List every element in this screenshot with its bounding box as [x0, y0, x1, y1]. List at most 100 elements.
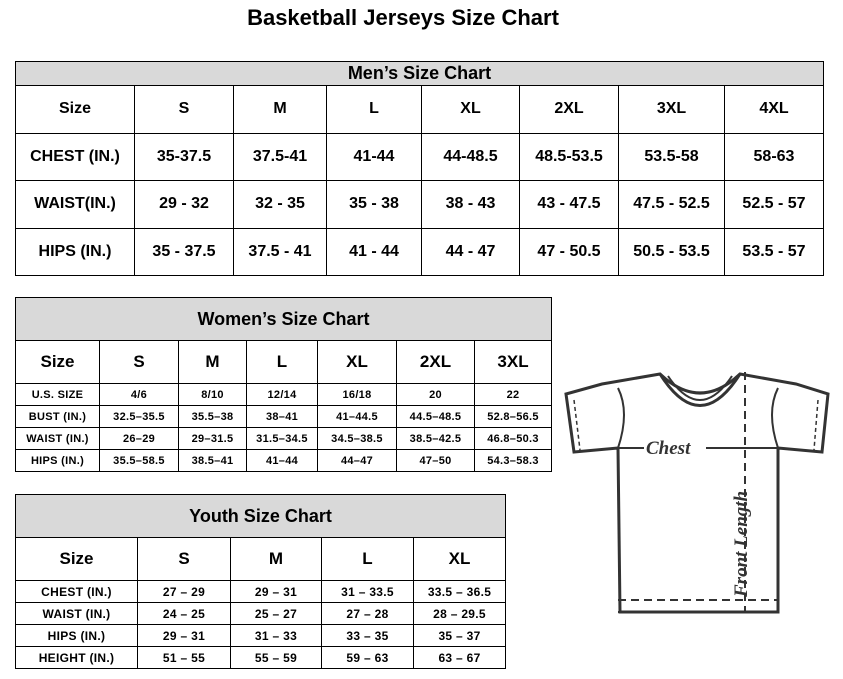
- row-label: Size: [15, 537, 138, 581]
- cell: M: [230, 537, 322, 581]
- cell: 38.5–41: [178, 449, 247, 472]
- cell: L: [246, 340, 318, 384]
- cell: 58-63: [724, 132, 824, 182]
- cell: S: [134, 85, 234, 134]
- cell: 33.5 – 36.5: [412, 580, 507, 603]
- cell: 8/10: [178, 383, 247, 406]
- cell: 34.5–38.5: [317, 427, 397, 450]
- page-title: Basketball Jerseys Size Chart: [247, 5, 559, 30]
- cell: 26–29: [99, 427, 179, 450]
- cell: 3XL: [618, 85, 725, 134]
- cell: 51 – 55: [137, 646, 231, 669]
- cell: 22: [473, 383, 553, 406]
- cell: 35 - 38: [326, 180, 422, 229]
- cell: 55 – 59: [230, 646, 322, 669]
- row-label: HIPS (IN.): [15, 624, 138, 647]
- cell: S: [99, 340, 179, 384]
- row-label: HIPS (IN.): [15, 449, 100, 472]
- cell: 41–44: [246, 449, 318, 472]
- table-row: U.S. SIZE 4/6 8/10 12/14 16/18 20 22: [15, 383, 553, 406]
- cell: XL: [412, 537, 507, 581]
- table-row: HIPS (IN.) 35.5–58.5 38.5–41 41–44 44–47 47–5…: [15, 449, 553, 472]
- row-label: HIPS (IN.): [15, 227, 135, 277]
- cell: 33 – 35: [321, 624, 414, 647]
- row-label: CHEST (IN.): [15, 132, 135, 182]
- table-row: Size S M L XL: [15, 537, 507, 581]
- cell: 47.5 - 52.5: [618, 180, 725, 229]
- table-row: HEIGHT (IN.) 51 – 55 55 – 59 59 – 63 63 – 67: [15, 646, 507, 669]
- cell: 47–50: [396, 449, 475, 472]
- row-label: HEIGHT (IN.): [15, 646, 138, 669]
- cell: 35.5–58.5: [99, 449, 179, 472]
- table-title: Men’s Size Chart: [15, 60, 824, 87]
- cell: 47 - 50.5: [519, 227, 619, 277]
- cell: S: [137, 537, 231, 581]
- cell: 29 – 31: [137, 624, 231, 647]
- cell: 2XL: [396, 340, 475, 384]
- cell: 38–41: [246, 405, 318, 428]
- cell: 12/14: [246, 383, 318, 406]
- cell: 41 - 44: [326, 227, 422, 277]
- cell: 29 - 32: [134, 180, 234, 229]
- cell: 31 – 33.5: [321, 580, 414, 603]
- cell: XL: [317, 340, 397, 384]
- cell: 52.5 - 57: [724, 180, 824, 229]
- row-label: CHEST (IN.): [15, 580, 138, 603]
- cell: 27 – 28: [321, 602, 414, 625]
- cell: 44 - 47: [421, 227, 520, 277]
- cell: M: [233, 85, 327, 134]
- row-label: BUST (IN.): [15, 405, 100, 428]
- cell: 31.5–34.5: [246, 427, 318, 450]
- cell: 2XL: [519, 85, 619, 134]
- cell: 37.5-41: [233, 132, 327, 182]
- cell: 4/6: [99, 383, 179, 406]
- table-row: Size S M L XL 2XL 3XL 4XL: [15, 85, 824, 134]
- row-label: U.S. SIZE: [15, 383, 100, 406]
- cell: 44-48.5: [421, 132, 520, 182]
- chest-label: Chest: [646, 438, 691, 459]
- table-row: WAIST (IN.) 26–29 29–31.5 31.5–34.5 34.5–38.…: [15, 427, 553, 450]
- womens-size-table: Women’s Size Chart Size S M L XL 2XL 3XL U.S. S…: [14, 297, 553, 472]
- cell: XL: [421, 85, 520, 134]
- t-shirt-icon: Chest Front Length: [564, 372, 830, 614]
- table-row: WAIST(IN.) 29 - 32 32 - 35 35 - 38 38 - 43 43…: [15, 180, 824, 229]
- table-row: HIPS (IN.) 35 - 37.5 37.5 - 41 41 - 44 44 - …: [15, 227, 824, 277]
- row-label: WAIST (IN.): [15, 427, 100, 450]
- cell: 24 – 25: [137, 602, 231, 625]
- cell: 38.5–42.5: [396, 427, 475, 450]
- cell: 46.8–50.3: [473, 427, 553, 450]
- cell: L: [326, 85, 422, 134]
- table-row: CHEST (IN.) 35-37.5 37.5-41 41-44 44-48.5 48.…: [15, 132, 824, 182]
- cell: 44.5–48.5: [396, 405, 475, 428]
- front-length-label: Front Length: [731, 491, 752, 598]
- row-label: WAIST (IN.): [15, 602, 138, 625]
- cell: L: [321, 537, 414, 581]
- table-row: CHEST (IN.) 27 – 29 29 – 31 31 – 33.5 33.5 –…: [15, 580, 507, 603]
- table-row: WAIST (IN.) 24 – 25 25 – 27 27 – 28 28 – 29.…: [15, 602, 507, 625]
- table-title: Youth Size Chart: [14, 494, 507, 538]
- cell: 16/18: [317, 383, 397, 406]
- cell: 48.5-53.5: [519, 132, 619, 182]
- cell: 38 - 43: [421, 180, 520, 229]
- cell: 41–44.5: [317, 405, 397, 428]
- cell: 28 – 29.5: [412, 602, 507, 625]
- cell: 35-37.5: [134, 132, 234, 182]
- row-label: Size: [15, 85, 135, 134]
- cell: 50.5 - 53.5: [618, 227, 725, 277]
- cell: 63 – 67: [412, 646, 507, 669]
- cell: 35 – 37: [412, 624, 507, 647]
- cell: 35 - 37.5: [134, 227, 234, 277]
- cell: 25 – 27: [230, 602, 322, 625]
- cell: 27 – 29: [137, 580, 231, 603]
- cell: 43 - 47.5: [519, 180, 619, 229]
- table-row: Size S M L XL 2XL 3XL: [15, 340, 553, 384]
- cell: 32.5–35.5: [99, 405, 179, 428]
- table-row: BUST (IN.) 32.5–35.5 35.5–38 38–41 41–44.5 44…: [15, 405, 553, 428]
- cell: 41-44: [326, 132, 422, 182]
- mens-size-table: Men’s Size Chart Size S M L XL 2XL 3XL 4XL CHEST…: [15, 60, 824, 277]
- cell: 31 – 33: [230, 624, 322, 647]
- cell: 44–47: [317, 449, 397, 472]
- cell: 20: [396, 383, 475, 406]
- youth-size-table: Youth Size Chart Size S M L XL CHEST (IN.) 27 …: [14, 494, 507, 669]
- cell: 3XL: [473, 340, 553, 384]
